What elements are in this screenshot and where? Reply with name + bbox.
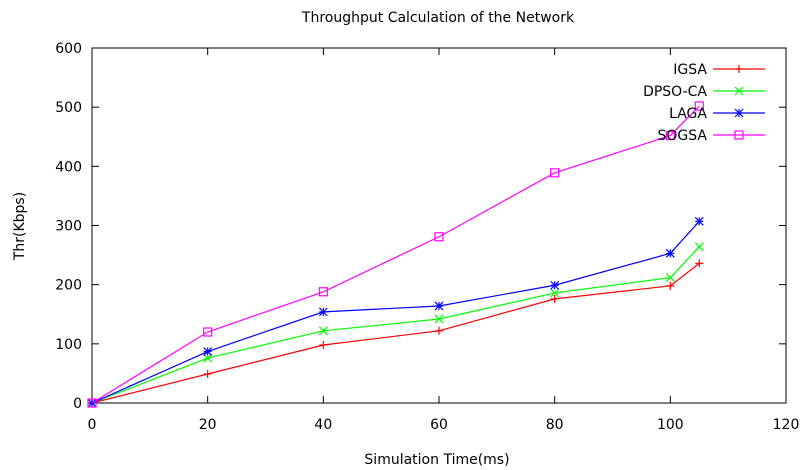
series-dpso-ca: [87, 242, 704, 408]
data-point: [665, 273, 675, 282]
y-tick-label: 400: [55, 159, 82, 175]
x-tick-label: 120: [773, 417, 800, 433]
data-point: [434, 301, 444, 311]
axis-ticks: 0 20 40 60 80 100 120 0 100 200 300 400 500 600: [55, 41, 799, 433]
series-sogsa: [87, 101, 704, 408]
legend-marker: [735, 65, 743, 73]
legend-label: LAGA: [669, 106, 707, 122]
series-line: [91, 220, 700, 404]
data-point: [318, 326, 328, 336]
data-point: [318, 307, 328, 317]
data-point: [203, 353, 213, 363]
data-point: [550, 168, 560, 178]
data-point: [203, 347, 213, 356]
data-point: [434, 314, 444, 324]
data-point: [665, 130, 675, 141]
data-point: [694, 101, 704, 111]
legend-marker: [734, 130, 744, 140]
data-point: [694, 242, 704, 252]
x-tick-label: 20: [199, 417, 217, 433]
legend-marker: [734, 86, 744, 96]
legend-label: SOGSA: [658, 128, 708, 144]
y-tick-label: 100: [55, 337, 82, 353]
legend-label: DPSO-CA: [643, 84, 707, 100]
series-igsa: [88, 259, 704, 407]
y-tick-label: 300: [55, 219, 82, 235]
x-axis-title: Simulation Time(ms): [364, 452, 509, 468]
legend-entry: DPSO-CA: [643, 84, 765, 100]
data-point: [434, 232, 444, 242]
series-layer: [87, 101, 704, 408]
data-point: [550, 288, 560, 298]
y-axis-title: Thr(Kbps): [12, 192, 28, 261]
y-tick-label: 500: [55, 100, 82, 116]
legend-label: IGSA: [673, 62, 707, 78]
data-point: [666, 281, 675, 290]
data-point: [550, 294, 559, 303]
series-laga: [87, 216, 704, 408]
data-point: [435, 326, 443, 335]
data-point: [203, 327, 213, 337]
data-point: [203, 370, 212, 379]
data-point: [319, 341, 328, 350]
y-tick-label: 0: [73, 396, 82, 412]
legend-marker: [734, 108, 744, 118]
data-point: [318, 287, 328, 297]
data-point: [695, 259, 704, 268]
x-tick-label: 40: [314, 417, 332, 433]
legend: IGSA DPSO-CA LAGA SOGSA: [643, 62, 765, 144]
x-tick-label: 80: [546, 417, 564, 433]
legend-entry: SOGSA: [658, 128, 765, 144]
legend-entry: IGSA: [673, 62, 765, 78]
x-tick-label: 60: [430, 417, 448, 433]
data-point: [550, 280, 560, 290]
x-tick-label: 100: [657, 417, 684, 433]
legend-entry: LAGA: [669, 106, 765, 122]
y-tick-label: 200: [55, 278, 82, 294]
series-line: [91, 262, 700, 404]
data-point: [87, 398, 97, 408]
series-line: [91, 105, 700, 404]
plot-frame: [91, 47, 787, 404]
x-tick-label: 0: [88, 417, 97, 433]
data-point: [694, 216, 704, 226]
data-point: [665, 248, 675, 258]
y-tick-label: 600: [55, 41, 82, 57]
chart-title: Throughput Calculation of the Network: [301, 10, 575, 26]
